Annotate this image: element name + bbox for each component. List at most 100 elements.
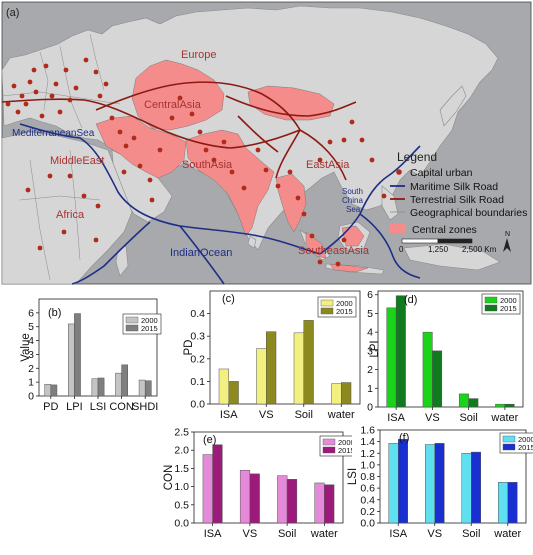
bar [97, 377, 105, 397]
legend-central-symbol [390, 224, 406, 233]
bar [461, 453, 472, 524]
legend-capital-symbol [396, 169, 402, 175]
land-africa [1, 131, 133, 285]
x-tick-label: CON [109, 401, 134, 413]
x-tick-label: LSI [90, 401, 107, 413]
legend-label: 2000 [141, 316, 158, 325]
bar [239, 469, 251, 524]
bar [324, 484, 335, 524]
y-tick-label: 1.4 [360, 436, 375, 448]
capital-city-dot [147, 177, 153, 183]
y-tick-label: 1.6 [360, 425, 375, 437]
legend-swatch [322, 446, 336, 454]
y-tick-label: 4 [28, 335, 34, 347]
terrestrial-route-3 [225, 95, 357, 117]
x-tick-label: VS [427, 528, 442, 540]
x-tick-label: LPI [66, 401, 83, 413]
chart-panel-4: 0.0 0.5 1.0 1.5 2.0 2.5 CON ISA VS Soil water (e) 20… [163, 422, 359, 548]
y-tick-label: 0 [28, 391, 34, 403]
capital-city-dot [287, 169, 293, 175]
boundary-line-7 [69, 149, 81, 261]
y-tick-label: 0.0 [174, 518, 189, 530]
x-tick-label: water [493, 528, 521, 540]
y-tick-label: 0.0 [360, 518, 375, 530]
label-mediterranean-sea: MediterraneanSea [12, 128, 95, 139]
legend-item-capital: Capital urban [410, 167, 473, 179]
y-axis-label: PD [183, 340, 195, 356]
legend-swatch [484, 304, 498, 312]
bar [218, 368, 229, 405]
maritime-route-4 [179, 225, 225, 285]
boundary-line-6 [29, 159, 51, 281]
capital-city-dot [221, 139, 227, 145]
legend-label: 2000 [518, 435, 533, 444]
terrestrial-route-4 [275, 129, 301, 179]
bar [138, 379, 146, 397]
capital-city-dot [123, 143, 129, 149]
capital-city-dot [31, 67, 37, 73]
scale-label-0: 0 [399, 245, 404, 254]
y-axis-label: LPI [369, 340, 381, 357]
capital-city-dot [359, 137, 365, 143]
bar [212, 444, 223, 524]
capital-city-dot [275, 183, 281, 189]
scale-label-1: 1,250 [428, 245, 449, 254]
y-tick-label: 2.5 [174, 427, 189, 439]
legend-label: 2015 [500, 304, 517, 313]
capital-city-dot [93, 237, 99, 243]
panel-label: (f) [399, 432, 409, 444]
capital-city-dot [309, 233, 315, 239]
geo-boundaries [1, 33, 121, 281]
capital-city-dot [49, 93, 55, 99]
scale-bar-black [437, 238, 473, 244]
bar [202, 454, 213, 524]
y-tick-label: 0.2 [190, 353, 205, 365]
capital-city-dot [131, 135, 137, 141]
capital-city-dot [177, 95, 183, 101]
x-tick-label: ISA [220, 409, 238, 421]
bar [249, 473, 260, 524]
terrestrial-route-5 [299, 129, 347, 181]
label-east-asia: EastAsia [306, 159, 350, 171]
legend-label: 2000 [338, 438, 355, 447]
bar [121, 364, 128, 397]
y-tick-label: 1 [367, 383, 373, 395]
y-tick-label: 1.0 [174, 481, 189, 493]
capital-city-dot [241, 185, 247, 191]
capital-city-dot [335, 261, 341, 267]
legend-swatch [502, 443, 516, 451]
north-arrow-icon [503, 238, 511, 252]
label-sea-line-3: Sea [346, 205, 361, 214]
chart-background [25, 287, 165, 420]
legend-swatch [125, 316, 139, 324]
capital-city-dot [157, 147, 163, 153]
x-tick-label: water [310, 528, 338, 540]
bar [504, 403, 515, 408]
capital-city-dot [93, 69, 99, 75]
x-tick-label: PD [43, 401, 58, 413]
boundary-line-2 [59, 45, 83, 129]
panel-label: (b) [48, 307, 61, 319]
capital-city-dot [229, 169, 235, 175]
y-tick-label: 0.8 [360, 471, 375, 483]
bar [471, 451, 481, 524]
maritime-route-3 [71, 221, 151, 285]
map-panel: (a) Europe CentralAsia MediterraneanSea … [1, 1, 532, 285]
y-tick-label: 0.3 [190, 331, 205, 343]
y-tick-label: 4 [367, 327, 373, 339]
boundary-line-5 [19, 195, 101, 201]
capital-city-dot [327, 139, 333, 145]
bar [422, 331, 433, 408]
bar [286, 479, 298, 524]
label-africa: Africa [56, 209, 85, 221]
bar [434, 443, 445, 524]
y-tick-label: 0.5 [174, 499, 189, 511]
label-sea-line-2: China [342, 196, 363, 205]
bar [256, 348, 267, 405]
y-tick-label: 0 [367, 402, 373, 414]
y-tick-label: 5 [28, 321, 34, 333]
bar [507, 482, 518, 524]
